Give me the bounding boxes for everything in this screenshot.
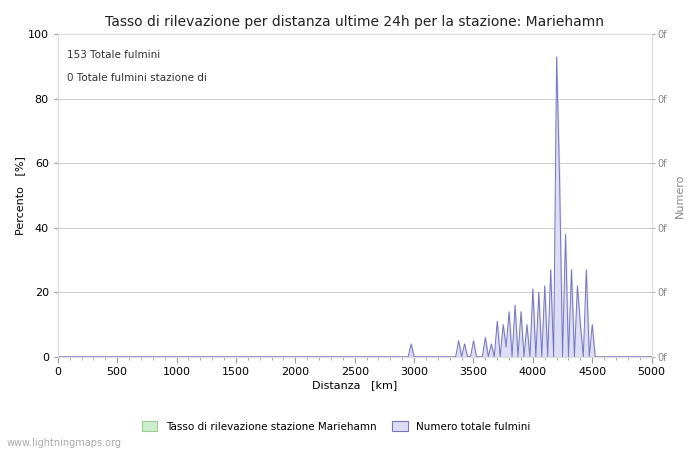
Y-axis label: Numero: Numero [675,173,685,218]
Y-axis label: Percento   [%]: Percento [%] [15,156,25,235]
Title: Tasso di rilevazione per distanza ultime 24h per la stazione: Mariehamn: Tasso di rilevazione per distanza ultime… [105,15,604,29]
Text: 0 Totale fulmini stazione di: 0 Totale fulmini stazione di [66,73,206,83]
Legend: Tasso di rilevazione stazione Mariehamn, Numero totale fulmini: Tasso di rilevazione stazione Mariehamn,… [138,417,534,436]
X-axis label: Distanza   [km]: Distanza [km] [312,380,398,390]
Text: www.lightningmaps.org: www.lightningmaps.org [7,438,122,448]
Text: 153 Totale fulmini: 153 Totale fulmini [66,50,160,60]
